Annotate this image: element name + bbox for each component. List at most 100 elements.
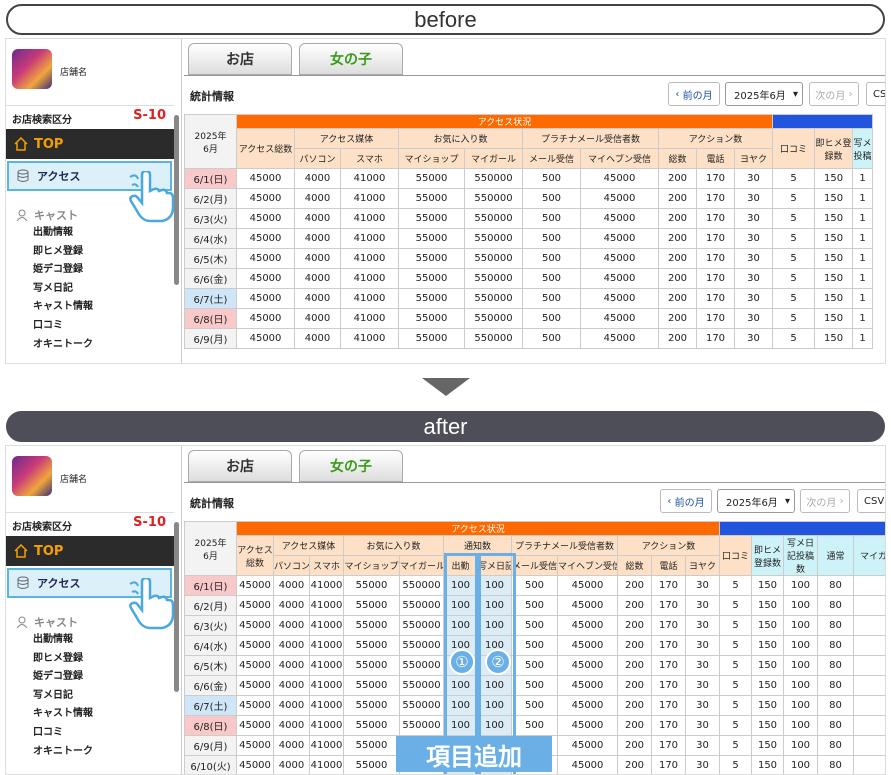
table-cell: 170 — [651, 755, 686, 774]
table-cell: 45000 — [236, 328, 295, 349]
table-cell: 45000 — [580, 268, 659, 289]
table-corner: 2025年 6月 — [184, 114, 237, 169]
shop-logo — [12, 49, 52, 89]
cast-menu-item[interactable]: オキニトーク — [33, 745, 93, 757]
next-month-button[interactable]: 次の月 › — [809, 82, 859, 106]
table-cell: 100 — [477, 715, 512, 736]
table-cell: 5 — [772, 168, 816, 189]
before-banner: before — [6, 4, 885, 35]
date-cell: 6/3(火) — [184, 208, 237, 229]
table-cell: 550000 — [464, 228, 523, 249]
table-cell: 55000 — [398, 168, 465, 189]
prev-month-button[interactable]: ‹ 前の月 — [668, 82, 720, 106]
table-cell: 45000 — [236, 208, 295, 229]
date-cell: 6/5(木) — [184, 248, 237, 269]
cast-menu-item[interactable]: キャスト情報 — [33, 301, 93, 313]
tab-shop[interactable]: お店 — [188, 43, 292, 75]
table-cell — [852, 715, 885, 736]
cast-menu-item[interactable]: 出勤情報 — [33, 634, 73, 645]
table-cell: 4000 — [273, 715, 310, 736]
table-cell: 30 — [685, 715, 720, 736]
cast-menu-item[interactable]: 口コミ — [33, 319, 63, 331]
table-cell: 100 — [783, 695, 818, 716]
tab-girl[interactable]: 女の子 — [299, 450, 403, 482]
table-cell: 4000 — [273, 595, 310, 616]
sidebar-item-top[interactable]: TOP — [6, 129, 174, 159]
table-cell: 170 — [696, 328, 735, 349]
column-header: マイヘブン受信 — [580, 148, 659, 169]
tab-shop[interactable]: お店 — [188, 450, 292, 482]
table-cell: 170 — [696, 308, 735, 329]
next-month-button[interactable]: 次の月 › — [800, 489, 850, 513]
table-cell: 4000 — [273, 735, 310, 756]
database-icon — [17, 169, 29, 182]
table-row: 6/9(月) 45000 4000 41000 55000 550000 500 45000 2… — [184, 328, 874, 349]
table-cell: 500 — [522, 288, 581, 309]
csv-button[interactable]: CSV — [857, 489, 885, 513]
table-cell: 41000 — [309, 755, 344, 774]
tab-label: お店 — [226, 52, 254, 68]
table-cell: 80 — [817, 575, 854, 596]
cast-menu-item[interactable]: 写メ日記 — [33, 689, 73, 701]
main-area: お店 女の子 統計情報 ‹ 前の月 2025年6月 次の月 › CSV 2025… — [184, 446, 885, 774]
cast-menu-item[interactable]: 姫デコ登録 — [33, 671, 83, 683]
table-cell: 1 — [852, 268, 874, 289]
table-cell: 200 — [658, 248, 697, 269]
month-select[interactable]: 2025年6月 — [717, 489, 795, 513]
tab-girl[interactable]: 女の子 — [299, 43, 403, 75]
table-cell: 4000 — [294, 268, 341, 289]
table-cell: 45000 — [557, 575, 618, 596]
table-cell: 170 — [696, 248, 735, 269]
table-cell: 4000 — [294, 228, 341, 249]
table-cell: 45000 — [580, 288, 659, 309]
table-cell: 45000 — [236, 675, 274, 696]
category-label: お店検索区分 — [12, 522, 72, 533]
table-cell: 170 — [696, 288, 735, 309]
table-cell: 4000 — [273, 695, 310, 716]
cast-menu-item[interactable]: 即ヒメ登録 — [33, 652, 83, 664]
table-cell: 550000 — [464, 328, 523, 349]
table-row: 6/8(日) 45000 4000 41000 55000 550000 100 100 500… — [184, 715, 885, 736]
table-cell: 200 — [658, 188, 697, 209]
table-cell: 170 — [651, 675, 686, 696]
table-cell: 30 — [685, 675, 720, 696]
table-cell: 500 — [511, 615, 558, 636]
table-cell: 55000 — [343, 635, 400, 656]
table-cell: 55000 — [398, 188, 465, 209]
table-cell: 5 — [772, 228, 816, 249]
table-cell: 45000 — [236, 615, 274, 636]
table-cell: 41000 — [340, 308, 399, 329]
sidebar-scrollbar[interactable] — [174, 522, 179, 692]
cast-menu-item[interactable]: 姫デコ登録 — [33, 264, 83, 276]
cast-menu-item[interactable]: キャスト情報 — [33, 708, 93, 720]
sidebar-item-top[interactable]: TOP — [6, 536, 174, 566]
date-cell: 6/6(金) — [184, 675, 237, 696]
cast-menu-item[interactable]: 即ヒメ登録 — [33, 245, 83, 257]
cast-menu-item[interactable]: オキニトーク — [33, 338, 93, 350]
table-cell: 45000 — [557, 755, 618, 774]
sidebar-scrollbar[interactable] — [174, 115, 179, 285]
table-cell: 1 — [852, 188, 874, 209]
cast-menu-item[interactable]: 口コミ — [33, 726, 63, 738]
prev-month-button[interactable]: ‹ 前の月 — [660, 489, 712, 513]
month-select[interactable]: 2025年6月 — [725, 82, 803, 106]
table-cell: 41000 — [309, 615, 344, 636]
table-cell: 4000 — [294, 248, 341, 269]
table-cell: 500 — [522, 308, 581, 329]
csv-button[interactable]: CSV — [866, 82, 885, 106]
group-header: アクション数 — [657, 128, 774, 149]
table-cell: 41000 — [340, 208, 399, 229]
table-cell: 4000 — [273, 615, 310, 636]
csv-label: CSV — [864, 495, 885, 507]
cast-menu-item[interactable]: 出勤情報 — [33, 227, 73, 238]
prev-month-label: 前の月 — [674, 497, 705, 509]
group-header: アクセス媒体 — [294, 128, 399, 149]
table-cell: 5 — [719, 575, 752, 596]
cast-menu-item[interactable]: 写メ日記 — [33, 282, 73, 294]
date-cell: 6/5(木) — [184, 655, 237, 676]
table-cell: 200 — [617, 675, 652, 696]
column-header: マイガール — [464, 148, 523, 169]
group-header: プラチナメール受信者数 — [511, 535, 618, 556]
table-cell: 5 — [772, 248, 816, 269]
table-row: 6/8(日) 45000 4000 41000 55000 550000 500 45000 2… — [184, 308, 874, 329]
